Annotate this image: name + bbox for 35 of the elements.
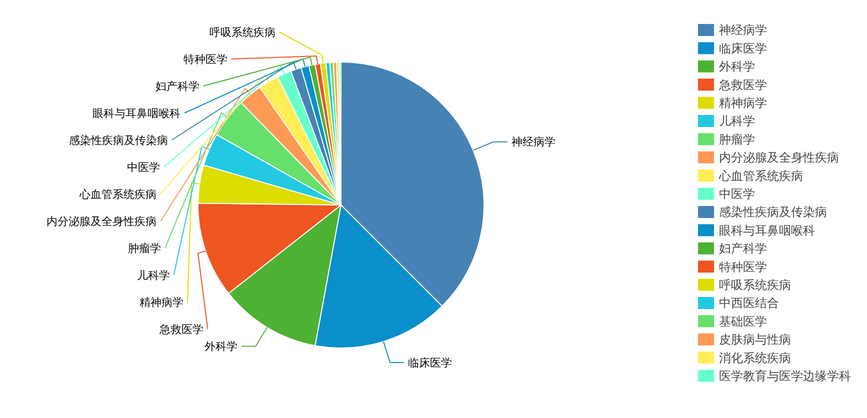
legend-label: 心血管系统疾病 [718,168,803,183]
slice-label: 内分泌腺及全身性疾病 [46,214,157,228]
slice-label: 儿科学 [136,268,170,282]
slice-label: 外科学 [204,340,238,354]
legend-label: 感染性疾病及传染病 [719,205,827,220]
legend-label: 肿瘤学 [719,132,755,146]
legend-label: 皮肤病与性病 [719,332,791,347]
slice-label: 中医学 [126,160,160,174]
legend-label: 儿科学 [719,114,755,128]
legend-label: 急救医学 [718,78,767,92]
legend-label: 医学教育与医学边缘学科 [719,369,851,383]
slice-label: 眼科与耳鼻咽喉科 [92,106,180,120]
legend-label: 消化系统疾病 [719,350,791,365]
slice-label: 急救医学 [158,322,204,336]
slice-label: 精神病学 [139,296,184,309]
legend-label: 呼吸系统疾病 [719,278,791,292]
legend-label: 基础医学 [719,314,767,328]
slice-label: 妇产科学 [155,80,200,93]
legend-label: 神经病学 [719,23,767,38]
legend-label: 妇产科学 [719,242,767,256]
slice-label: 神经病学 [511,136,556,149]
legend-label: 中西医结合 [719,296,779,310]
legend-label: 特种医学 [719,260,767,274]
legend-label: 内分泌腺及全身性疾病 [719,150,839,165]
legend-label: 临床医学 [719,41,767,56]
slice-label: 心血管系统疾病 [78,188,156,201]
slice-label: 肿瘤学 [128,242,162,255]
legend-label: 眼科与耳鼻咽喉科 [719,223,815,238]
slice-label: 临床医学 [408,356,452,370]
legend-label: 精神病学 [719,96,767,110]
legend-label: 中医学 [719,187,755,201]
slice-label: 感染性疾病及传染病 [68,134,168,147]
slice-label: 特种医学 [183,52,228,66]
legend-label: 外科学 [719,60,755,74]
slice-label: 呼吸系统疾病 [209,26,276,39]
